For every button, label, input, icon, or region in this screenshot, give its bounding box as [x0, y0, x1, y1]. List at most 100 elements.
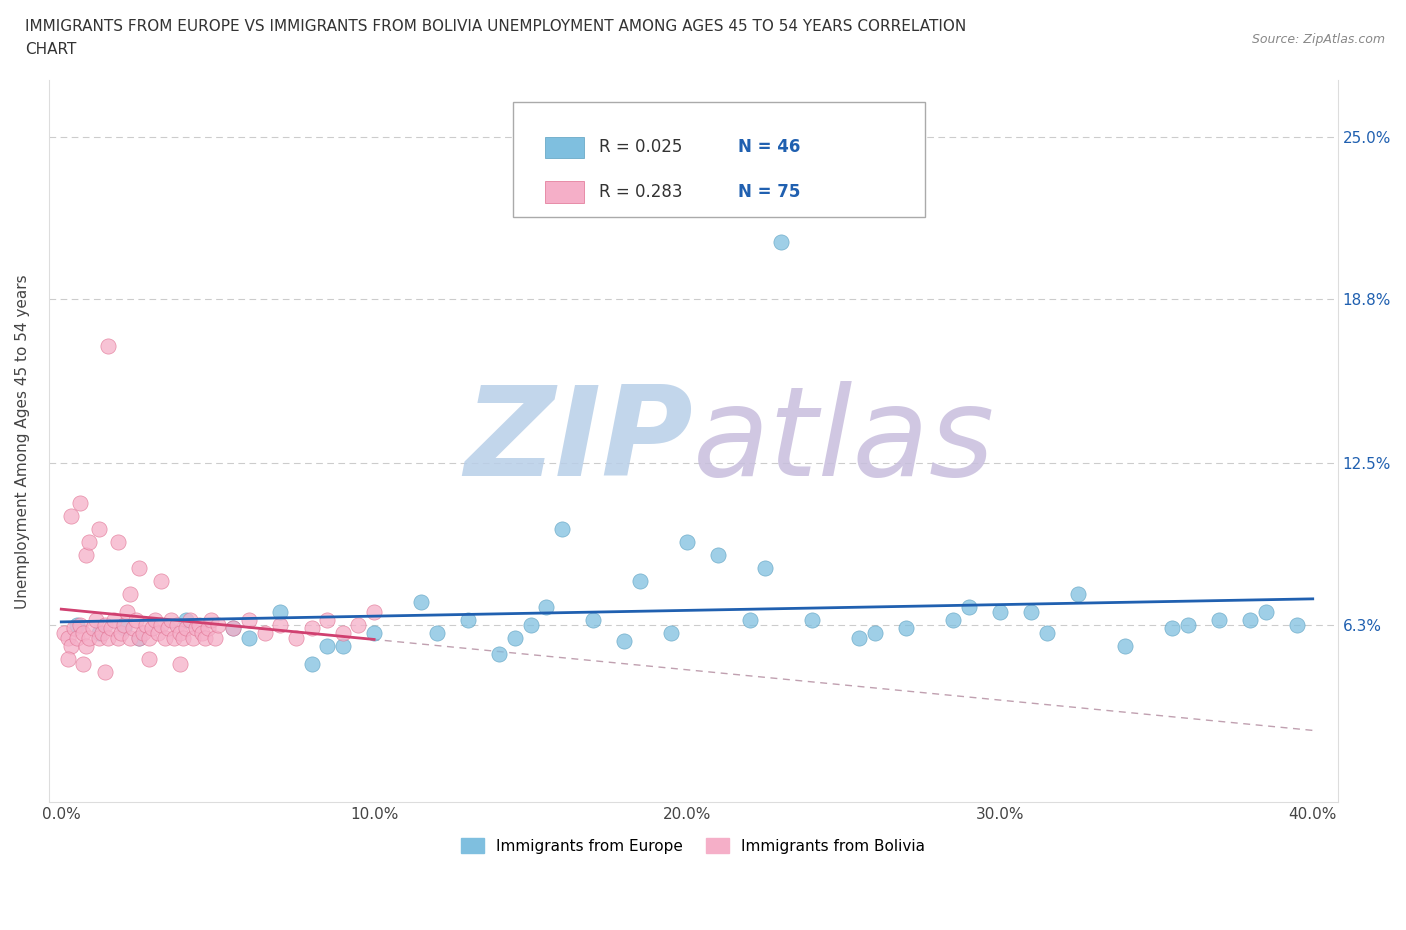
Immigrants from Europe: [66, 618, 89, 632]
Immigrants from Europe: [426, 626, 449, 641]
Immigrants from Bolivia: [363, 604, 385, 619]
Immigrants from Bolivia: [156, 620, 179, 635]
Immigrants from Bolivia: [316, 613, 339, 628]
Immigrants from Europe: [801, 613, 824, 628]
Immigrants from Bolivia: [94, 618, 117, 632]
Immigrants from Bolivia: [143, 613, 166, 628]
Immigrants from Bolivia: [115, 604, 138, 619]
Immigrants from Europe: [1019, 604, 1042, 619]
Immigrants from Bolivia: [141, 620, 163, 635]
Immigrants from Bolivia: [112, 618, 135, 632]
Immigrants from Bolivia: [150, 573, 173, 588]
Immigrants from Bolivia: [172, 631, 194, 645]
Immigrants from Europe: [942, 613, 965, 628]
Immigrants from Europe: [503, 631, 526, 645]
Immigrants from Bolivia: [120, 631, 142, 645]
Immigrants from Europe: [222, 620, 245, 635]
Immigrants from Europe: [738, 613, 761, 628]
Immigrants from Bolivia: [82, 620, 104, 635]
Immigrants from Bolivia: [69, 618, 91, 632]
Immigrants from Europe: [1036, 626, 1059, 641]
Immigrants from Europe: [112, 620, 135, 635]
Y-axis label: Unemployment Among Ages 45 to 54 years: Unemployment Among Ages 45 to 54 years: [15, 274, 30, 608]
Immigrants from Bolivia: [191, 626, 214, 641]
Immigrants from Bolivia: [87, 521, 110, 536]
Text: R = 0.283: R = 0.283: [599, 183, 683, 201]
Immigrants from Bolivia: [138, 631, 160, 645]
Immigrants from Europe: [534, 599, 557, 614]
Immigrants from Europe: [957, 599, 980, 614]
Immigrants from Bolivia: [269, 618, 291, 632]
Immigrants from Bolivia: [87, 631, 110, 645]
Immigrants from Europe: [87, 626, 110, 641]
Immigrants from Bolivia: [62, 620, 84, 635]
Immigrants from Europe: [848, 631, 870, 645]
Immigrants from Bolivia: [301, 620, 323, 635]
Immigrants from Bolivia: [150, 618, 173, 632]
Immigrants from Bolivia: [207, 618, 229, 632]
Immigrants from Europe: [582, 613, 605, 628]
Immigrants from Bolivia: [176, 620, 198, 635]
Text: R = 0.025: R = 0.025: [599, 139, 682, 156]
Immigrants from Europe: [301, 657, 323, 671]
Immigrants from Bolivia: [148, 626, 170, 641]
Immigrants from Bolivia: [72, 626, 94, 641]
Immigrants from Bolivia: [222, 620, 245, 635]
Immigrants from Europe: [1114, 639, 1136, 654]
Immigrants from Bolivia: [69, 495, 91, 510]
Immigrants from Europe: [1239, 613, 1261, 628]
Immigrants from Bolivia: [110, 626, 132, 641]
Legend: Immigrants from Europe, Immigrants from Bolivia: Immigrants from Europe, Immigrants from …: [456, 831, 931, 859]
Immigrants from Bolivia: [131, 626, 153, 641]
Immigrants from Europe: [488, 646, 510, 661]
FancyBboxPatch shape: [546, 137, 583, 158]
Text: N = 75: N = 75: [738, 183, 801, 201]
FancyBboxPatch shape: [546, 181, 583, 203]
Immigrants from Bolivia: [347, 618, 370, 632]
Immigrants from Bolivia: [153, 631, 176, 645]
Immigrants from Bolivia: [107, 631, 129, 645]
Immigrants from Bolivia: [56, 652, 79, 667]
Immigrants from Bolivia: [122, 620, 145, 635]
Immigrants from Europe: [1208, 613, 1230, 628]
Immigrants from Europe: [363, 626, 385, 641]
Immigrants from Bolivia: [59, 508, 82, 523]
Immigrants from Europe: [238, 631, 260, 645]
Immigrants from Bolivia: [332, 626, 354, 641]
Immigrants from Bolivia: [84, 613, 107, 628]
Immigrants from Europe: [1286, 618, 1309, 632]
Immigrants from Bolivia: [53, 626, 76, 641]
Immigrants from Europe: [409, 594, 432, 609]
Immigrants from Europe: [769, 234, 792, 249]
Immigrants from Bolivia: [169, 657, 191, 671]
Immigrants from Europe: [628, 573, 651, 588]
Immigrants from Europe: [269, 604, 291, 619]
Immigrants from Bolivia: [284, 631, 307, 645]
Immigrants from Bolivia: [91, 626, 114, 641]
Immigrants from Bolivia: [187, 618, 209, 632]
Immigrants from Bolivia: [200, 613, 222, 628]
Text: IMMIGRANTS FROM EUROPE VS IMMIGRANTS FROM BOLIVIA UNEMPLOYMENT AMONG AGES 45 TO : IMMIGRANTS FROM EUROPE VS IMMIGRANTS FRO…: [25, 19, 966, 33]
Immigrants from Bolivia: [128, 631, 150, 645]
Immigrants from Bolivia: [181, 631, 204, 645]
Text: atlas: atlas: [693, 380, 995, 502]
Immigrants from Europe: [332, 639, 354, 654]
Immigrants from Bolivia: [100, 620, 122, 635]
Immigrants from Bolivia: [128, 560, 150, 575]
Text: Source: ZipAtlas.com: Source: ZipAtlas.com: [1251, 33, 1385, 46]
Immigrants from Europe: [1177, 618, 1199, 632]
Immigrants from Bolivia: [75, 639, 97, 654]
Immigrants from Bolivia: [79, 534, 101, 549]
Immigrants from Bolivia: [169, 626, 191, 641]
Immigrants from Bolivia: [204, 631, 226, 645]
Immigrants from Europe: [863, 626, 886, 641]
Immigrants from Europe: [1254, 604, 1277, 619]
FancyBboxPatch shape: [513, 101, 925, 218]
Immigrants from Bolivia: [159, 613, 181, 628]
Immigrants from Bolivia: [72, 657, 94, 671]
Immigrants from Europe: [519, 618, 541, 632]
Immigrants from Europe: [128, 631, 150, 645]
Immigrants from Europe: [754, 560, 776, 575]
Text: N = 46: N = 46: [738, 139, 801, 156]
Immigrants from Europe: [676, 534, 699, 549]
